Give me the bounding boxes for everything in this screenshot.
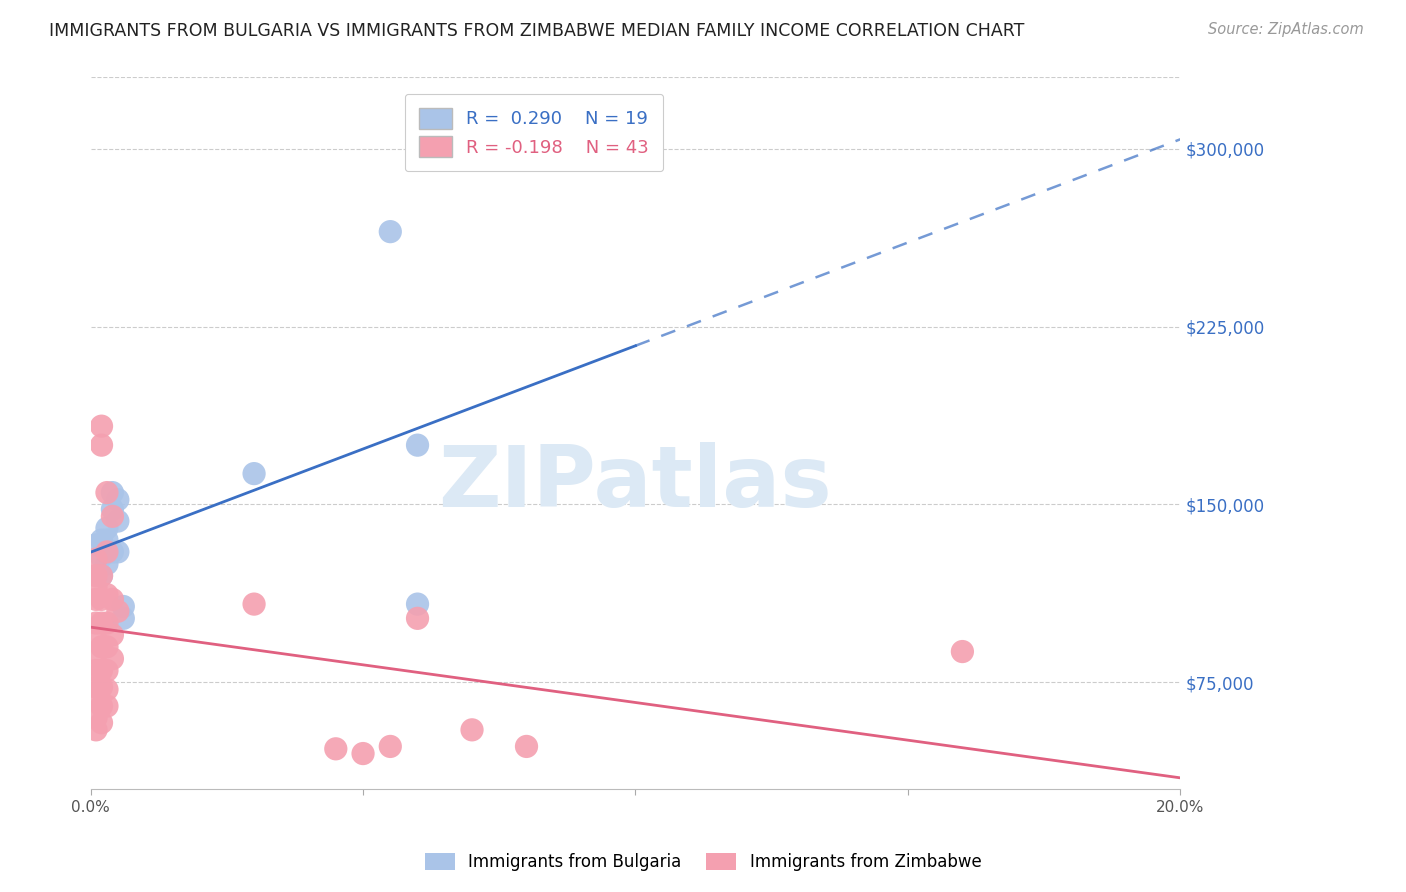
Point <box>406 597 429 611</box>
Point <box>90 640 112 654</box>
Point <box>515 739 537 754</box>
Point <box>96 557 118 571</box>
Point <box>243 467 266 481</box>
Point <box>90 699 112 714</box>
Legend: Immigrants from Bulgaria, Immigrants from Zimbabwe: Immigrants from Bulgaria, Immigrants fro… <box>416 845 990 880</box>
Text: IMMIGRANTS FROM BULGARIA VS IMMIGRANTS FROM ZIMBABWE MEDIAN FAMILY INCOME CORREL: IMMIGRANTS FROM BULGARIA VS IMMIGRANTS F… <box>49 22 1025 40</box>
Point <box>380 739 402 754</box>
Point <box>84 632 107 647</box>
Point <box>101 628 124 642</box>
Point <box>406 611 429 625</box>
Point <box>112 611 135 625</box>
Text: Source: ZipAtlas.com: Source: ZipAtlas.com <box>1208 22 1364 37</box>
Point <box>84 552 107 566</box>
Point <box>325 741 347 756</box>
Point <box>101 545 124 559</box>
Point <box>90 568 112 582</box>
Point <box>84 680 107 694</box>
Point <box>90 616 112 631</box>
Point <box>84 616 107 631</box>
Point <box>96 682 118 697</box>
Point <box>101 485 124 500</box>
Point <box>90 715 112 730</box>
Point <box>461 723 484 737</box>
Point <box>96 664 118 678</box>
Point <box>90 533 112 547</box>
Point <box>96 533 118 547</box>
Point <box>107 545 129 559</box>
Point <box>950 644 973 658</box>
Point <box>380 225 402 239</box>
Point <box>84 711 107 725</box>
Point <box>107 492 129 507</box>
Point <box>101 592 124 607</box>
Point <box>90 664 112 678</box>
Point <box>107 604 129 618</box>
Point <box>90 680 112 694</box>
Point <box>406 438 429 452</box>
Point <box>96 521 118 535</box>
Point <box>90 438 112 452</box>
Point <box>96 485 118 500</box>
Point <box>84 581 107 595</box>
Point <box>84 692 107 706</box>
Point <box>90 549 112 564</box>
Point <box>243 597 266 611</box>
Point <box>84 538 107 552</box>
Point <box>101 502 124 516</box>
Point <box>112 599 135 614</box>
Point <box>96 640 118 654</box>
Point <box>352 747 374 761</box>
Point <box>107 514 129 528</box>
Point <box>101 509 124 524</box>
Point <box>84 723 107 737</box>
Point <box>96 699 118 714</box>
Legend: R =  0.290    N = 19, R = -0.198    N = 43: R = 0.290 N = 19, R = -0.198 N = 43 <box>405 94 664 171</box>
Point <box>96 588 118 602</box>
Point <box>96 616 118 631</box>
Point <box>84 647 107 661</box>
Text: ZIPatlas: ZIPatlas <box>439 442 832 524</box>
Point <box>90 419 112 434</box>
Point <box>84 568 107 582</box>
Point <box>90 568 112 582</box>
Point <box>84 592 107 607</box>
Point <box>101 651 124 665</box>
Point <box>96 545 118 559</box>
Point <box>90 592 112 607</box>
Point <box>84 664 107 678</box>
